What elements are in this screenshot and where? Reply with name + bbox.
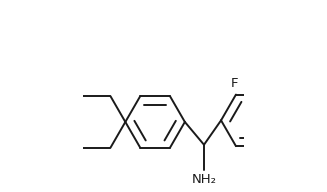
Text: NH₂: NH₂: [192, 173, 216, 186]
Text: F: F: [231, 77, 238, 90]
